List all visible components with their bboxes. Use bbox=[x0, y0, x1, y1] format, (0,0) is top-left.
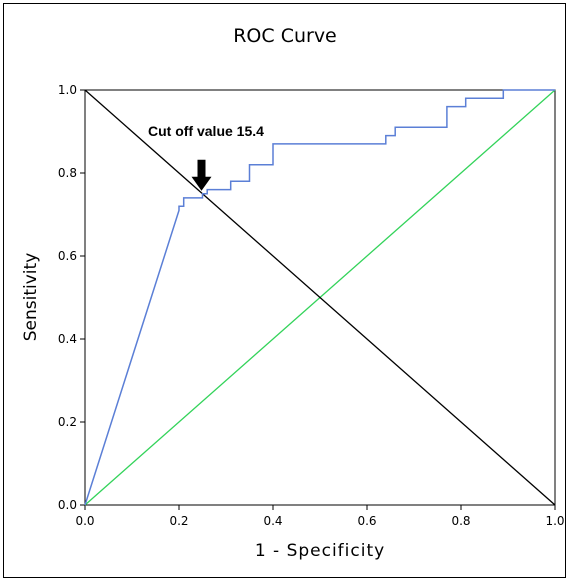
x-tick-label: 0.6 bbox=[357, 514, 376, 528]
x-tick-label: 0.0 bbox=[75, 514, 94, 528]
chart-title: ROC Curve bbox=[233, 25, 337, 47]
roc-curve-line bbox=[84, 89, 555, 506]
cutoff-annotation-label: Cut off value 15.4 bbox=[148, 123, 264, 139]
y-tick-label: 1.0 bbox=[58, 83, 77, 97]
cutoff-line bbox=[84, 89, 556, 506]
cutoff-arrow-icon bbox=[191, 159, 212, 191]
y-tick-label: 0.0 bbox=[58, 498, 77, 512]
x-tick-label: 0.2 bbox=[169, 514, 188, 528]
x-tick-label: 1.0 bbox=[545, 514, 564, 528]
y-axis-title: Sensitivity bbox=[21, 253, 41, 342]
x-tick-label: 0.4 bbox=[263, 514, 282, 528]
x-tick-label: 0.8 bbox=[451, 514, 470, 528]
y-tick-label: 0.8 bbox=[58, 166, 77, 180]
x-axis-title: 1 - Specificity bbox=[255, 541, 385, 561]
y-tick-label: 0.6 bbox=[58, 249, 77, 263]
y-tick-label: 0.2 bbox=[58, 415, 77, 429]
y-tick-label: 0.4 bbox=[58, 332, 77, 346]
plot-area bbox=[84, 89, 556, 506]
